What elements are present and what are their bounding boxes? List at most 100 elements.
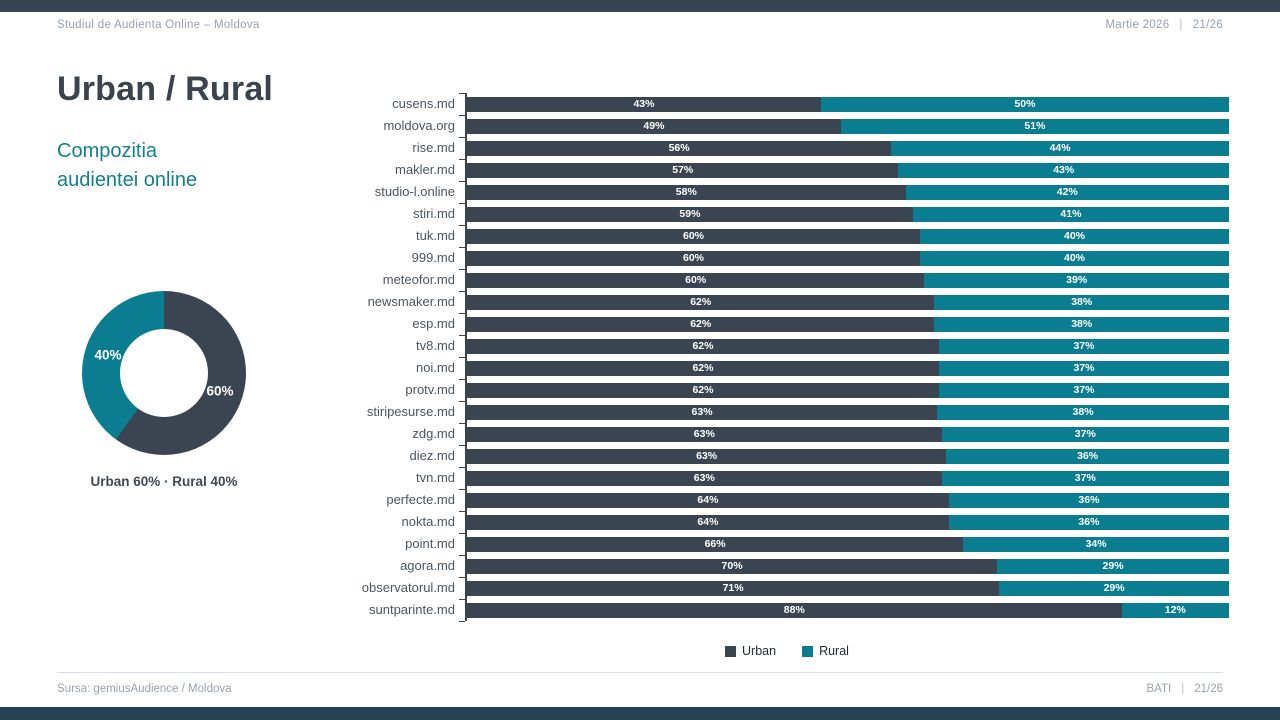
legend-label-urban: Urban <box>742 644 777 658</box>
bar-segment-urban: 60% <box>467 250 920 266</box>
bar-value-label: 71% <box>722 582 744 594</box>
bar-value-label: 60% <box>682 230 704 242</box>
legend-swatch-rural <box>802 645 814 657</box>
footer-brand: BATI <box>1146 683 1172 695</box>
bar-segment-rural: 34% <box>963 536 1229 552</box>
bar-value-label: 64% <box>697 494 719 506</box>
bar-segment-rural: 37% <box>941 470 1229 486</box>
bar-row: tuk.md 60% 40% <box>345 224 1229 247</box>
legend-item-rural: Rural <box>802 644 849 658</box>
bar-row: stiri.md 59% 41% <box>345 202 1229 225</box>
page-subtitle: Compozitia audientei online <box>57 137 197 195</box>
category-label: tv8.md <box>415 338 455 353</box>
bar-segment-rural: 29% <box>999 580 1229 596</box>
bar-value-label: 63% <box>693 428 715 440</box>
bar-track: 64% 36% <box>459 510 1229 533</box>
bar-value-label: 38% <box>1071 318 1093 330</box>
donut-caption: Urban 60% · Rural 40% <box>90 474 238 489</box>
bar-value-label: 64% <box>697 516 719 528</box>
bar-segment-urban: 49% <box>467 118 841 134</box>
bar-segment-urban: 62% <box>467 360 939 376</box>
bar-value-label: 38% <box>1072 406 1094 418</box>
bar-value-label: 60% <box>685 274 707 286</box>
bar-row: noi.md 62% 37% <box>345 356 1229 379</box>
bar-value-label: 42% <box>1056 186 1078 198</box>
bar-row: perfecte.md 64% 36% <box>345 488 1229 511</box>
bar-row: newsmaker.md 62% 38% <box>345 290 1229 313</box>
bar-value-label: 62% <box>690 296 712 308</box>
bar-value-label: 70% <box>721 560 743 572</box>
bar-value-label: 66% <box>704 538 726 550</box>
bar-value-label: 34% <box>1085 538 1107 550</box>
bar-segment-rural: 37% <box>938 360 1229 376</box>
bar-track: 71% 29% <box>459 576 1229 599</box>
bar-row: esp.md 62% 38% <box>345 312 1229 335</box>
bar-value-label: 43% <box>1053 164 1075 176</box>
category-label: cusens.md <box>392 96 455 111</box>
footer-page-number: 21/26 <box>1194 683 1223 695</box>
bar-value-label: 40% <box>1063 252 1085 264</box>
footer-separator: | <box>1181 683 1185 695</box>
bar-row: cusens.md 43% 50% <box>345 92 1229 115</box>
category-label: moldova.org <box>383 118 455 133</box>
bar-segment-urban: 66% <box>467 536 964 552</box>
category-label: tvn.md <box>415 470 455 485</box>
legend-swatch-urban <box>725 645 737 657</box>
bar-segment-urban: 60% <box>467 272 925 288</box>
category-label: esp.md <box>412 316 455 331</box>
bar-value-label: 37% <box>1073 340 1095 352</box>
bar-row: protv.md 62% 37% <box>345 378 1229 401</box>
bar-value-label: 29% <box>1102 560 1124 572</box>
bar-segment-rural: 36% <box>948 492 1229 508</box>
bar-segment-urban: 63% <box>467 404 938 420</box>
bar-value-label: 36% <box>1078 494 1100 506</box>
bar-value-label: 49% <box>643 120 665 132</box>
bar-row: diez.md 63% 36% <box>345 444 1229 467</box>
bar-value-label: 37% <box>1074 472 1096 484</box>
legend-item-urban: Urban <box>725 644 776 658</box>
bar-track: 57% 43% <box>459 158 1229 181</box>
bar-segment-urban: 62% <box>467 382 939 398</box>
bar-segment-urban: 57% <box>467 162 899 178</box>
bar-value-label: 39% <box>1066 274 1088 286</box>
bar-segment-rural: 51% <box>840 118 1229 134</box>
bar-segment-rural: 37% <box>938 338 1229 354</box>
bar-row: suntparinte.md 88% 12% <box>345 598 1229 622</box>
bar-track: 58% 42% <box>459 180 1229 203</box>
bar-row: 999.md 60% 40% <box>345 246 1229 269</box>
category-label: protv.md <box>405 382 455 397</box>
bar-segment-rural: 37% <box>941 426 1229 442</box>
bottom-accent-bar <box>0 707 1280 720</box>
top-accent-bar <box>0 0 1280 12</box>
bar-value-label: 44% <box>1049 142 1071 154</box>
bar-value-label: 88% <box>783 604 805 616</box>
bar-value-label: 51% <box>1024 120 1046 132</box>
bar-row: moldova.org 49% 51% <box>345 114 1229 137</box>
bar-track: 60% 40% <box>459 224 1229 247</box>
bar-segment-rural: 12% <box>1121 602 1229 618</box>
bar-value-label: 43% <box>633 98 655 110</box>
bar-track: 63% 38% <box>459 400 1229 423</box>
bar-segment-urban: 88% <box>467 602 1122 618</box>
page-subtitle-line1: Compozitia <box>57 140 158 162</box>
bar-track: 63% 37% <box>459 466 1229 489</box>
bar-value-label: 57% <box>672 164 694 176</box>
bar-segment-urban: 63% <box>467 470 942 486</box>
header-date: Martie 2026 <box>1105 19 1170 31</box>
bar-track: 66% 34% <box>459 532 1229 555</box>
bar-track: 62% 38% <box>459 312 1229 335</box>
bar-segment-urban: 43% <box>467 96 821 112</box>
bar-segment-rural: 44% <box>891 140 1229 156</box>
bar-value-label: 50% <box>1014 98 1036 110</box>
bar-segment-rural: 36% <box>946 448 1229 464</box>
category-label: point.md <box>405 536 455 551</box>
bar-value-label: 38% <box>1071 296 1093 308</box>
bar-value-label: 37% <box>1074 428 1096 440</box>
header-page-number: 21/26 <box>1192 19 1223 31</box>
bar-segment-rural: 40% <box>920 250 1229 266</box>
category-label: diez.md <box>409 448 455 463</box>
bar-row: agora.md 70% 29% <box>345 554 1229 577</box>
donut-urban-label: 60% <box>206 383 234 399</box>
bar-value-label: 12% <box>1164 604 1186 616</box>
header-date-page: Martie 2026 | 21/26 <box>1105 19 1223 31</box>
